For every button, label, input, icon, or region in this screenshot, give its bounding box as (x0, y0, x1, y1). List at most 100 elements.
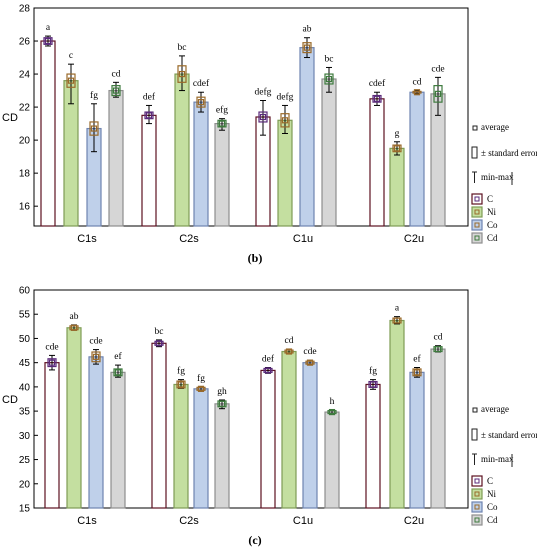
mean-marker (92, 353, 100, 360)
mean-marker (197, 385, 205, 392)
category-label: C2s (179, 515, 199, 527)
mean-marker (303, 44, 311, 51)
y-tick-label: 22 (19, 103, 31, 114)
se-box (177, 65, 187, 83)
mean-marker (306, 359, 314, 366)
se-box (196, 96, 206, 108)
se-box (392, 144, 402, 153)
bar (66, 327, 82, 509)
legend-se-label: ± standard error (481, 148, 537, 158)
legend-swatch (471, 193, 483, 205)
legend-swatch (471, 488, 483, 500)
significance-letter: bc (155, 327, 164, 337)
significance-letter: ef (114, 351, 122, 362)
y-tick-label: 28 (19, 4, 31, 15)
legend-series-label: C (487, 476, 493, 486)
mean-marker (413, 369, 421, 376)
category-label: C2u (404, 233, 424, 245)
bar (365, 383, 381, 509)
category-label: C1s (77, 233, 97, 245)
mean-marker (112, 87, 120, 94)
bar (302, 362, 318, 509)
significance-letter: ab (303, 25, 312, 35)
legend-average-label: average (481, 404, 509, 414)
y-tick-label: 35 (19, 407, 31, 418)
y-tick-label: 18 (19, 169, 31, 180)
se-box (305, 360, 315, 365)
category-label: C1u (293, 233, 313, 245)
legend-swatch-marker (474, 504, 480, 510)
mean-marker (328, 408, 336, 416)
bar (44, 362, 60, 509)
y-axis-label: CD (2, 112, 18, 124)
se-box (327, 410, 337, 415)
mean-marker (434, 346, 442, 353)
bar (173, 383, 189, 509)
bar (430, 348, 446, 509)
se-box (196, 386, 206, 391)
significance-letter: cde (303, 347, 316, 357)
significance-letter: bc (178, 43, 187, 53)
legend-swatch-marker (474, 478, 480, 484)
legend-swatch-marker (474, 222, 480, 228)
se-box (324, 73, 334, 85)
significance-letter: bc (325, 54, 334, 64)
bar (88, 356, 104, 509)
significance-letter: h (330, 397, 335, 407)
significance-letter: def (262, 354, 275, 365)
se-box (412, 90, 422, 94)
y-tick-label: 30 (19, 431, 31, 442)
mean-marker (325, 75, 333, 83)
bar (281, 350, 297, 509)
significance-letter: defg (255, 86, 272, 97)
mean-marker (218, 400, 226, 407)
mean-marker (373, 95, 381, 102)
significance-letter: defg (277, 91, 294, 102)
se-box (43, 37, 53, 45)
significance-letter: fg (369, 366, 377, 377)
mean-marker (44, 37, 52, 45)
se-box (284, 349, 294, 354)
legend-swatch (471, 232, 483, 244)
category-label: C2u (404, 515, 424, 527)
significance-letter: fg (90, 90, 98, 101)
y-tick-label: 25 (19, 455, 31, 466)
se-box (302, 42, 312, 54)
mean-marker (178, 70, 186, 78)
significance-letter: ef (413, 354, 421, 365)
significance-letter: a (395, 304, 400, 314)
plot-frame (33, 7, 469, 227)
legend-series-label: Co (487, 502, 498, 512)
se-box (66, 73, 76, 88)
significance-letter: efg (216, 105, 228, 116)
significance-letter: cd (413, 78, 422, 88)
mean-marker (218, 120, 226, 127)
y-tick-label: 26 (19, 37, 31, 48)
se-box (113, 368, 123, 377)
significance-letter: cd (112, 69, 121, 79)
bar (151, 342, 167, 509)
bar (214, 403, 230, 509)
se-box (111, 85, 121, 97)
y-tick-label: 15 (19, 504, 31, 515)
y-tick-label: 20 (19, 479, 31, 490)
bar (260, 369, 276, 509)
mean-marker (259, 113, 267, 121)
significance-letter: g (395, 129, 400, 139)
category-label: C1u (293, 515, 313, 527)
se-box (372, 94, 382, 103)
se-box (91, 351, 101, 363)
bar (369, 98, 385, 227)
mean-marker (393, 145, 401, 152)
significance-letter: fg (177, 366, 185, 377)
y-axis-label: CD (2, 394, 18, 406)
legend-average-label: average (481, 122, 509, 132)
significance-letter: fg (197, 373, 205, 384)
legend: average ± standard error min-max C Ni Co Cd (471, 404, 537, 526)
se-box (433, 85, 443, 103)
legend-se-label: ± standard error (481, 430, 537, 440)
mean-marker (70, 324, 78, 331)
chart-panel-c: 15 20 25 30 35 40 45 50 55 60 CD cde bc def fg ab fg cd a c… (2, 286, 537, 548)
significance-letter: c (69, 51, 73, 61)
